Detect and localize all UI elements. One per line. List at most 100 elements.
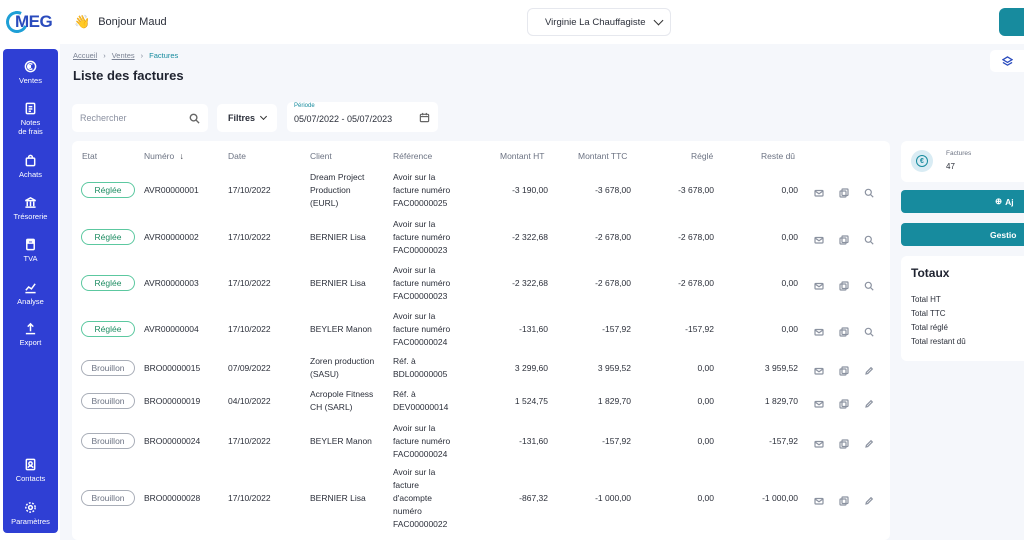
duplicate-icon[interactable] [839, 185, 849, 198]
breadcrumb-ventes[interactable]: Ventes [111, 51, 135, 60]
sidebar-item-param-tres[interactable]: Paramètres [3, 500, 58, 526]
sidebar-item-export[interactable]: Export [3, 321, 58, 347]
receipt-icon [24, 101, 38, 115]
gestion-label: Gestio [990, 229, 1017, 240]
amount-ht: -131,60 [519, 435, 548, 446]
table-row[interactable]: Réglée AVR00000002 17/10/2022 BERNIER Lisa A… [72, 215, 890, 259]
mail-icon[interactable] [814, 324, 824, 336]
amount-regle: -157,92 [685, 323, 714, 334]
logo-text: MEG [15, 12, 53, 31]
col-header-etat[interactable]: Etat [82, 151, 98, 161]
amount-ttc: -1 000,00 [595, 492, 631, 503]
invoice-reference-line: facture numéro [393, 184, 451, 195]
search-icon[interactable] [864, 185, 874, 198]
invoice-date: 04/10/2022 [228, 395, 271, 406]
duplicate-icon[interactable] [839, 324, 849, 337]
invoice-reference-line: FAC00000025 [393, 197, 448, 208]
duplicate-icon[interactable] [839, 232, 849, 245]
mail-icon[interactable] [814, 278, 824, 290]
table-row[interactable]: Brouillon BRO00000024 17/10/2022 BEYLER Man… [72, 419, 890, 463]
search-input[interactable]: Rechercher [72, 104, 208, 132]
table-row[interactable]: Brouillon BRO00000015 07/09/2022 Zoren prod… [72, 353, 890, 383]
client-name-line: BEYLER Manon [310, 435, 372, 446]
table-row[interactable]: Brouillon BRO00000019 04/10/2022 Acropole F… [72, 386, 890, 416]
bank-icon [24, 195, 38, 209]
col-header-montant-ht[interactable]: Montant HT [500, 151, 545, 161]
table-row[interactable]: Réglée AVR00000004 17/10/2022 BEYLER Manon A… [72, 307, 890, 351]
sidebar-item-label: Contacts [15, 474, 46, 483]
table-row[interactable]: Réglée AVR00000001 17/10/2022 Dream Project… [72, 169, 890, 211]
amount-regle: 0,00 [697, 362, 714, 373]
amount-reste-du: -1 000,00 [762, 492, 798, 503]
client-name-line: (EURL) [310, 197, 339, 208]
duplicate-icon[interactable] [839, 396, 849, 409]
search-icon[interactable] [864, 278, 874, 291]
invoice-date: 17/10/2022 [228, 492, 271, 503]
invoice-reference-line: DEV00000014 [393, 402, 449, 412]
sidebar-item-tva[interactable]: TVA [3, 237, 58, 263]
sidebar-item-label: TVA [23, 254, 38, 263]
sidebar-item-label: Trésorerie [13, 212, 48, 221]
amount-ht: -2 322,68 [512, 231, 548, 242]
edit-pencil-icon[interactable] [864, 363, 874, 375]
breadcrumb-home[interactable]: Accueil [73, 51, 98, 60]
edit-pencil-icon[interactable] [864, 436, 874, 448]
col-header-reference[interactable]: Référence [393, 151, 433, 161]
table-row[interactable]: Brouillon BRO00000028 17/10/2022 BERNIER Li… [72, 462, 890, 534]
amount-regle: -2 678,00 [678, 231, 714, 242]
invoice-reference: Réf. à DEV00000014 [393, 388, 448, 414]
upload-icon [24, 321, 38, 335]
mail-icon[interactable] [814, 493, 824, 505]
company-selector[interactable]: Virginie La Chauffagiste [527, 8, 671, 36]
layers-button[interactable] [990, 50, 1024, 72]
duplicate-icon[interactable] [839, 436, 849, 449]
amount-ht: 3 299,60 [514, 362, 548, 373]
mail-icon[interactable] [814, 436, 824, 448]
edit-pencil-icon[interactable] [864, 493, 874, 505]
col-header-montant-ttc[interactable]: Montant TTC [578, 151, 628, 161]
invoice-reference-line: d'acompte [393, 492, 432, 503]
euro-icon [24, 59, 38, 73]
duplicate-icon[interactable] [839, 493, 849, 506]
search-icon[interactable] [864, 324, 874, 337]
edit-pencil-icon[interactable] [864, 396, 874, 408]
duplicate-icon[interactable] [839, 363, 849, 376]
duplicate-icon[interactable] [839, 278, 849, 291]
col-header-regle[interactable]: Réglé [691, 151, 714, 161]
contacts-icon [24, 457, 38, 471]
invoice-reference-line: Avoir sur la [393, 171, 436, 182]
sidebar-item-ventes[interactable]: Ventes [3, 59, 58, 85]
filters-button[interactable]: Filtres [217, 104, 277, 132]
table-row[interactable]: Réglée AVR00000003 17/10/2022 BERNIER Lisa A… [72, 261, 890, 305]
mail-icon[interactable] [814, 363, 824, 375]
client-name-line: BEYLER Manon [310, 323, 372, 334]
invoice-reference-line: Avoir sur la [393, 466, 436, 477]
status-badge: Réglée [81, 321, 135, 337]
top-bar: MEG 👋 Bonjour Maud Virginie La Chauffagi… [0, 0, 1024, 44]
invoice-reference: Avoir sur la facture numéro FAC00000024 [393, 310, 450, 349]
invoice-reference: Avoir sur la facture numéro FAC00000023 [393, 218, 450, 257]
add-invoice-button[interactable]: ⊕ Aj [901, 190, 1024, 213]
greeting-text: Bonjour Maud [98, 16, 167, 28]
amount-reste-du: 1 829,70 [764, 395, 798, 406]
sidebar-item-tr-sorerie[interactable]: Trésorerie [3, 195, 58, 221]
mail-icon[interactable] [814, 185, 824, 197]
gestion-button[interactable]: Gestio [901, 223, 1024, 246]
sidebar-item-notes-de-frais[interactable]: Notes de frais [3, 101, 58, 136]
col-header-client[interactable]: Client [310, 151, 332, 161]
mail-icon[interactable] [814, 232, 824, 244]
col-header-date[interactable]: Date [228, 151, 246, 161]
col-header-reste-du[interactable]: Reste dû [761, 151, 796, 161]
factures-count-card: € Factures 47 [901, 141, 1024, 182]
search-icon[interactable] [864, 232, 874, 245]
sidebar-item-achats[interactable]: Achats [3, 153, 58, 179]
period-picker[interactable]: Période 05/07/2022 - 05/07/2023 [287, 102, 438, 132]
top-right-action-button[interactable] [999, 8, 1024, 36]
mail-icon[interactable] [814, 396, 824, 408]
wave-hand-icon: 👋 [74, 14, 91, 29]
plus-circle-icon: ⊕ [995, 196, 1003, 206]
col-header-numero[interactable]: Numéro ↓ [144, 151, 184, 161]
sidebar-item-analyse[interactable]: Analyse [3, 280, 58, 306]
amount-ttc: 1 829,70 [597, 395, 631, 406]
sidebar-item-contacts[interactable]: Contacts [3, 457, 58, 483]
